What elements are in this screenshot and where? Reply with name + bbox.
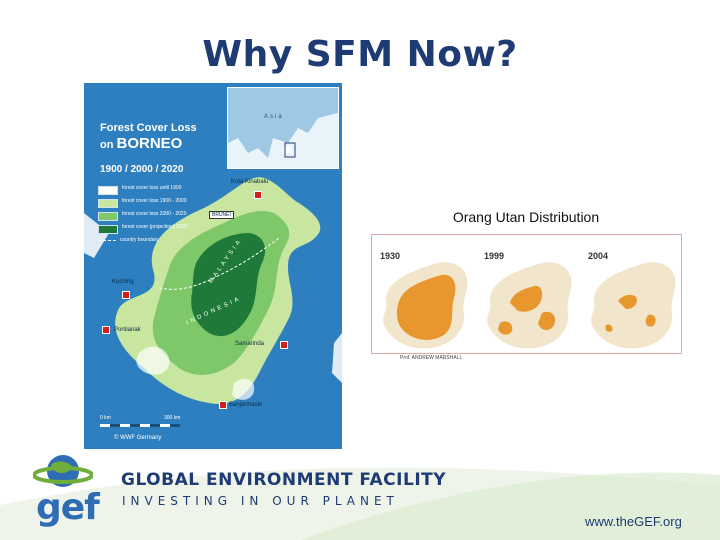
- city-label-pontianak: Pontianak: [114, 327, 141, 333]
- city-marker: [280, 341, 288, 349]
- organization-tagline: INVESTING IN OUR PLANET: [122, 494, 399, 508]
- gef-globe-icon: [33, 455, 93, 487]
- legend-label: forest cover loss until 1900: [122, 185, 182, 191]
- slide-title: Why SFM Now?: [202, 34, 518, 75]
- ou-year-label: 1999: [484, 251, 505, 261]
- orangutan-maps: [383, 262, 676, 349]
- city-label-kuching: Kuching: [112, 279, 134, 285]
- legend-swatch: [98, 186, 118, 195]
- legend-label: forest cover loss 1900 - 2000: [122, 198, 187, 204]
- city-marker: [219, 401, 227, 409]
- scale-bar: [100, 424, 180, 427]
- city-marker: [122, 291, 130, 299]
- legend-item: forest cover loss 2000 - 2020: [98, 211, 228, 221]
- orangutan-title: Orang Utan Distribution: [452, 209, 600, 225]
- city-marker: [254, 191, 262, 199]
- map-years: 1900 / 2000 / 2020: [100, 164, 184, 175]
- country-label-brunei: BRUNEI: [209, 211, 234, 219]
- map-copyright: © WWF Germany: [114, 435, 162, 441]
- legend-item: forest cover loss 1900 - 2000: [98, 198, 228, 208]
- map-title-line1: Forest Cover Loss: [100, 122, 197, 134]
- orangutan-distribution-panel: 1930 1999 2004: [371, 234, 682, 354]
- legend-swatch: [98, 225, 118, 234]
- map-title: Forest Cover Loss on BORNEO: [100, 122, 197, 152]
- ou-map-2004: [591, 262, 676, 349]
- scale-start-label: 0 km: [100, 415, 111, 421]
- city-label-samarinda: Samarinda: [235, 341, 265, 347]
- footer-wave: [0, 467, 720, 540]
- map-title-line3: BORNEO: [116, 135, 183, 152]
- legend-item: forest cover (projection) 2020: [98, 224, 228, 234]
- legend-item: country boundary: [98, 237, 228, 243]
- organization-name: GLOBAL ENVIRONMENT FACILITY: [121, 470, 447, 490]
- inset-label: Asia: [264, 114, 284, 120]
- gef-logo-text: gef: [36, 487, 100, 528]
- ou-map-1930: [383, 262, 468, 349]
- website-link[interactable]: www.theGEF.org: [585, 514, 682, 529]
- orangutan-source: Prof. ANDREW MARSHALL: [400, 355, 463, 361]
- legend-label: country boundary: [120, 237, 159, 243]
- map-title-line2: on: [100, 139, 114, 151]
- boundary-dash-icon: [98, 240, 116, 241]
- ou-year-label: 2004: [588, 251, 609, 261]
- borneo-forest-map: Forest Cover Loss on BORNEO 1900 / 2000 …: [84, 83, 342, 449]
- city-marker: [102, 326, 110, 334]
- legend-label: forest cover loss 2000 - 2020: [122, 211, 187, 217]
- city-label-banjarmasin: Banjarmasin: [229, 402, 263, 408]
- city-label-kota-kinabalu: Kota Kinabalu: [231, 179, 269, 185]
- legend-label: forest cover (projection) 2020: [122, 224, 188, 230]
- legend-swatch: [98, 199, 118, 208]
- legend-item: forest cover loss until 1900: [98, 185, 228, 195]
- asia-landmass: [228, 88, 338, 158]
- asia-inset-map: Asia: [227, 87, 339, 169]
- legend-swatch: [98, 212, 118, 221]
- borneo-island-shape: [84, 177, 342, 404]
- map-legend: forest cover loss until 1900 forest cove…: [98, 185, 228, 246]
- ou-map-1999: [487, 262, 572, 349]
- ou-year-label: 1930: [380, 251, 401, 261]
- scale-end-label: 300 km: [164, 415, 181, 421]
